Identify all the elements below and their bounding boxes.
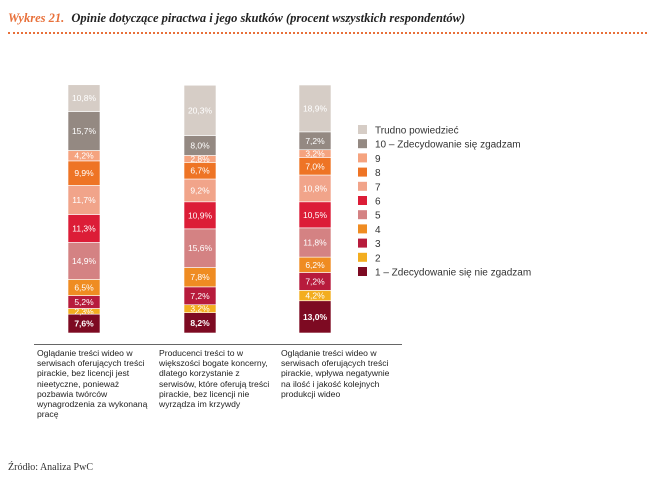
bar-value-label-1-2: 7,2% — [190, 291, 210, 301]
bar-value-label-2-9: 7,2% — [305, 136, 325, 146]
bar-value-label-0-1: 2,3% — [74, 306, 94, 316]
source-note: Źródło: Analiza PwC — [8, 462, 93, 473]
bar-segment-1-4 — [183, 228, 217, 268]
bar-value-label-2-0: 13,0% — [303, 312, 328, 322]
bar-value-label-0-2: 5,2% — [74, 297, 94, 307]
legend-label-6: 5 — [375, 211, 381, 222]
bar-value-label-2-6: 10,8% — [303, 183, 328, 193]
bar-value-label-2-5: 10,5% — [303, 210, 328, 220]
legend-label-10: 1 – Zdecydowanie się nie zgadzam — [375, 268, 531, 279]
legend-label-2: 9 — [375, 154, 381, 165]
bar-segment-2-4 — [298, 227, 332, 258]
chart-title-text: Opinie dotyczące piractwa i jego skutków… — [71, 11, 466, 25]
bar-value-label-1-1: 3,2% — [190, 304, 210, 314]
legend: Trudno powiedzieć 10 – Zdecydowanie się z… — [358, 125, 531, 279]
bar-value-label-0-3: 6,5% — [74, 282, 94, 292]
bar-value-label-1-4: 15,6% — [188, 243, 213, 253]
bar-value-label-0-7: 9,9% — [74, 168, 94, 178]
legend-swatch-3 — [358, 167, 367, 177]
legend-label-5: 6 — [375, 197, 381, 208]
bar-value-label-1-0: 8,2% — [190, 318, 210, 328]
legend-swatch-7 — [358, 224, 367, 234]
legend-label-0: Trudno powiedzieć — [375, 126, 459, 137]
legend-swatch-4 — [358, 181, 367, 191]
bar-segment-0-9 — [67, 111, 101, 151]
bar-value-label-0-0: 7,6% — [74, 319, 94, 329]
bar-value-label-1-5: 10,9% — [188, 210, 213, 220]
legend-swatch-9 — [358, 252, 367, 262]
bar-segment-0-10 — [67, 84, 101, 112]
bar-segment-1-10 — [183, 84, 217, 136]
bars-layer: 7,6% 2,3%5,2% 6,5% 14,9% 11,3% 11,7% 9,9% 4,2% 1… — [67, 84, 332, 334]
legend-label-9: 2 — [375, 253, 381, 264]
bar-value-label-1-7: 6,7% — [190, 166, 210, 176]
bar-value-label-2-4: 11,8% — [303, 237, 327, 247]
bar-value-label-2-8: 3,2% — [305, 149, 325, 159]
bar-value-label-2-2: 7,2% — [305, 276, 325, 286]
bar-value-label-0-9: 15,7% — [72, 126, 97, 136]
bar-segment-1-5 — [183, 201, 217, 230]
bar-value-label-0-10: 10,8% — [72, 93, 97, 103]
legend-swatch-8 — [358, 238, 367, 248]
legend-label-8: 3 — [375, 239, 381, 250]
bar-value-label-1-10: 20,3% — [188, 105, 213, 115]
caption-rule-1 — [156, 344, 280, 345]
legend-swatch-2 — [358, 153, 367, 163]
bar-value-label-2-7: 7,0% — [305, 161, 325, 171]
bar-value-label-0-6: 11,7% — [72, 195, 96, 205]
legend-swatch-5 — [358, 196, 367, 205]
bar-segment-0-5 — [67, 214, 101, 243]
bar-segment-2-6 — [298, 174, 332, 203]
bar-value-label-0-4: 14,9% — [72, 256, 97, 266]
category-label-2: Oglądanie treści wideo w serwisach oferu… — [281, 348, 390, 399]
chart-title: Wykres 21. Opinie dotyczące piractwa i j… — [8, 11, 465, 26]
legend-label-1: 10 – Zdecydowanie się zgadzam — [375, 140, 521, 151]
legend-swatch-0 — [358, 125, 367, 134]
legend-label-3: 8 — [375, 168, 381, 179]
bar-value-label-1-8: 2,8% — [190, 154, 210, 164]
legend-swatch-6 — [358, 210, 367, 220]
caption-rule-2 — [278, 344, 402, 345]
bar-value-label-1-3: 7,8% — [190, 272, 210, 282]
caption-rule-0 — [34, 344, 158, 345]
category-label-1: Producenci treści to w większości bogate… — [159, 348, 270, 410]
legend-swatch-10 — [358, 267, 367, 276]
bar-value-label-0-8: 4,2% — [74, 151, 94, 161]
bar-segment-2-10 — [298, 84, 332, 133]
legend-swatch-1 — [358, 139, 367, 149]
category-label-0: Oglądanie treści wideo w serwisach oferu… — [37, 348, 148, 420]
bar-value-label-1-9: 8,0% — [190, 141, 210, 151]
legend-label-7: 4 — [375, 225, 381, 236]
bar-value-label-0-5: 11,3% — [72, 223, 96, 233]
bar-segment-0-4 — [67, 242, 101, 280]
legend-label-4: 7 — [375, 182, 381, 193]
bar-segment-2-5 — [298, 201, 332, 229]
bar-value-label-2-10: 18,9% — [303, 103, 328, 113]
bar-value-label-2-1: 4,2% — [305, 291, 325, 301]
bar-value-label-2-3: 6,2% — [305, 260, 325, 270]
title-divider — [8, 32, 647, 34]
bar-value-label-1-6: 9,2% — [190, 185, 210, 195]
chart-title-number: Wykres 21. — [8, 11, 65, 25]
